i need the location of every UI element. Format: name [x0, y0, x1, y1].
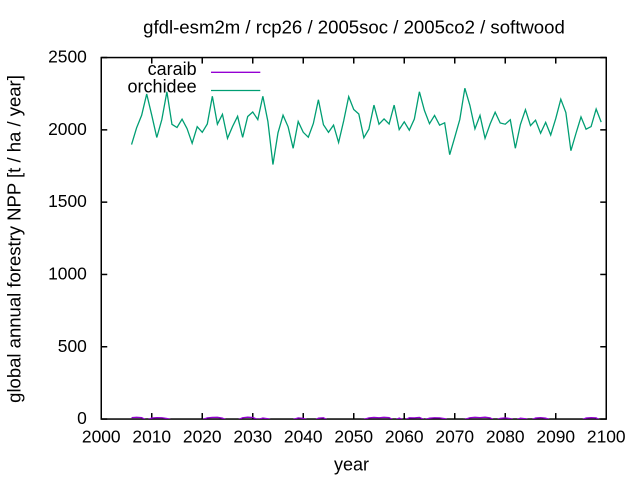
svg-text:2080: 2080 — [486, 426, 525, 446]
svg-text:2050: 2050 — [334, 426, 373, 446]
svg-text:2070: 2070 — [435, 426, 474, 446]
svg-text:caraib: caraib — [148, 59, 197, 79]
svg-text:year: year — [334, 455, 369, 475]
svg-text:2010: 2010 — [132, 426, 171, 446]
svg-text:2500: 2500 — [48, 47, 87, 67]
svg-text:2040: 2040 — [284, 426, 323, 446]
svg-text:0: 0 — [77, 408, 87, 428]
svg-text:2030: 2030 — [233, 426, 272, 446]
svg-text:2060: 2060 — [385, 426, 424, 446]
svg-text:1000: 1000 — [48, 263, 87, 283]
svg-text:1500: 1500 — [48, 191, 87, 211]
svg-text:2020: 2020 — [183, 426, 222, 446]
svg-text:2090: 2090 — [536, 426, 575, 446]
svg-text:gfdl-esm2m / rcp26 / 2005soc /: gfdl-esm2m / rcp26 / 2005soc / 2005co2 /… — [143, 16, 565, 37]
svg-text:orchidee: orchidee — [128, 76, 197, 96]
svg-text:2000: 2000 — [82, 426, 121, 446]
svg-text:2100: 2100 — [587, 426, 626, 446]
svg-text:global annual forestry NPP [t: global annual forestry NPP [t / ha / yea… — [4, 75, 25, 403]
svg-text:500: 500 — [58, 336, 87, 356]
svg-text:2000: 2000 — [48, 119, 87, 139]
